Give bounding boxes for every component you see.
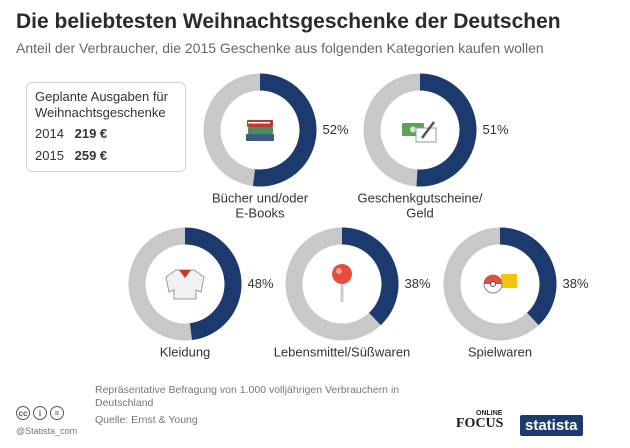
donut-value-3 bbox=[184, 227, 242, 341]
statista-logo[interactable]: statista bbox=[520, 415, 583, 436]
infobox-year: 2014 bbox=[35, 126, 64, 141]
focus-label: FOCUS bbox=[456, 416, 504, 431]
noderivs-icon: = bbox=[50, 406, 64, 420]
value-label-5: 38% bbox=[563, 276, 589, 291]
donut-5: 38% Spielwaren bbox=[443, 227, 589, 360]
copyright-link[interactable]: @Statista_com bbox=[16, 426, 78, 436]
value-label-3: 48% bbox=[248, 276, 274, 291]
infobox-year: 2015 bbox=[35, 148, 64, 163]
books-icon bbox=[246, 120, 274, 141]
infobox-row-2014: 2014 219 € bbox=[35, 125, 177, 143]
focus-logo[interactable]: ONLINE FOCUS bbox=[456, 410, 504, 432]
donut-3: 48% Kleidung bbox=[128, 227, 274, 360]
focus-online-label: ONLINE bbox=[476, 410, 503, 417]
license-icons: cc i = bbox=[16, 406, 64, 420]
footer-source: Repräsentative Befragung von 1.000 vollj… bbox=[95, 384, 415, 427]
value-label-4: 38% bbox=[405, 276, 431, 291]
sweater-icon bbox=[165, 269, 205, 300]
category-label-1: Bücher und/oder bbox=[212, 191, 309, 206]
lollipop-icon bbox=[332, 264, 352, 302]
value-label-2: 51% bbox=[483, 122, 509, 137]
toys-icon bbox=[483, 274, 517, 294]
donut-4: 38% Lebensmittel/Süßwaren bbox=[274, 227, 431, 360]
voucher-icon bbox=[402, 121, 437, 143]
source-text: Quelle: Ernst & Young bbox=[95, 414, 198, 426]
donut-value-1 bbox=[252, 73, 317, 187]
infobox-amount: 219 € bbox=[74, 126, 108, 141]
chart-title: Die beliebtesten Weihnachtsgeschenke der… bbox=[16, 10, 561, 33]
infobox-row-2015: 2015 259 € bbox=[35, 147, 177, 165]
survey-note: Repräsentative Befragung von 1.000 vollj… bbox=[95, 384, 400, 409]
donut-value-2 bbox=[416, 73, 477, 187]
donut-value-5 bbox=[499, 227, 557, 326]
infobox-title: Geplante Ausgaben für Weihnachtsgeschenk… bbox=[35, 89, 168, 120]
attribution-icon: i bbox=[33, 406, 47, 420]
donut-value-4 bbox=[341, 227, 399, 326]
cc-icon: cc bbox=[16, 406, 30, 420]
spending-infobox: Geplante Ausgaben für Weihnachtsgeschenk… bbox=[26, 82, 186, 172]
value-label-1: 52% bbox=[323, 122, 349, 137]
category-label-5: Spielwaren bbox=[468, 345, 532, 360]
chart-subtitle: Anteil der Verbraucher, die 2015 Geschen… bbox=[16, 40, 544, 56]
infobox-amount: 259 € bbox=[74, 148, 108, 163]
category-label-3: Kleidung bbox=[160, 345, 211, 360]
category-label-2: Geld bbox=[406, 206, 433, 221]
category-label-2: Geschenkgutscheine/ bbox=[357, 191, 482, 206]
category-label-4: Lebensmittel/Süßwaren bbox=[274, 345, 411, 360]
donut-2: 51% Geschenkgutscheine/Geld bbox=[357, 73, 509, 221]
category-label-1: E-Books bbox=[235, 206, 285, 221]
